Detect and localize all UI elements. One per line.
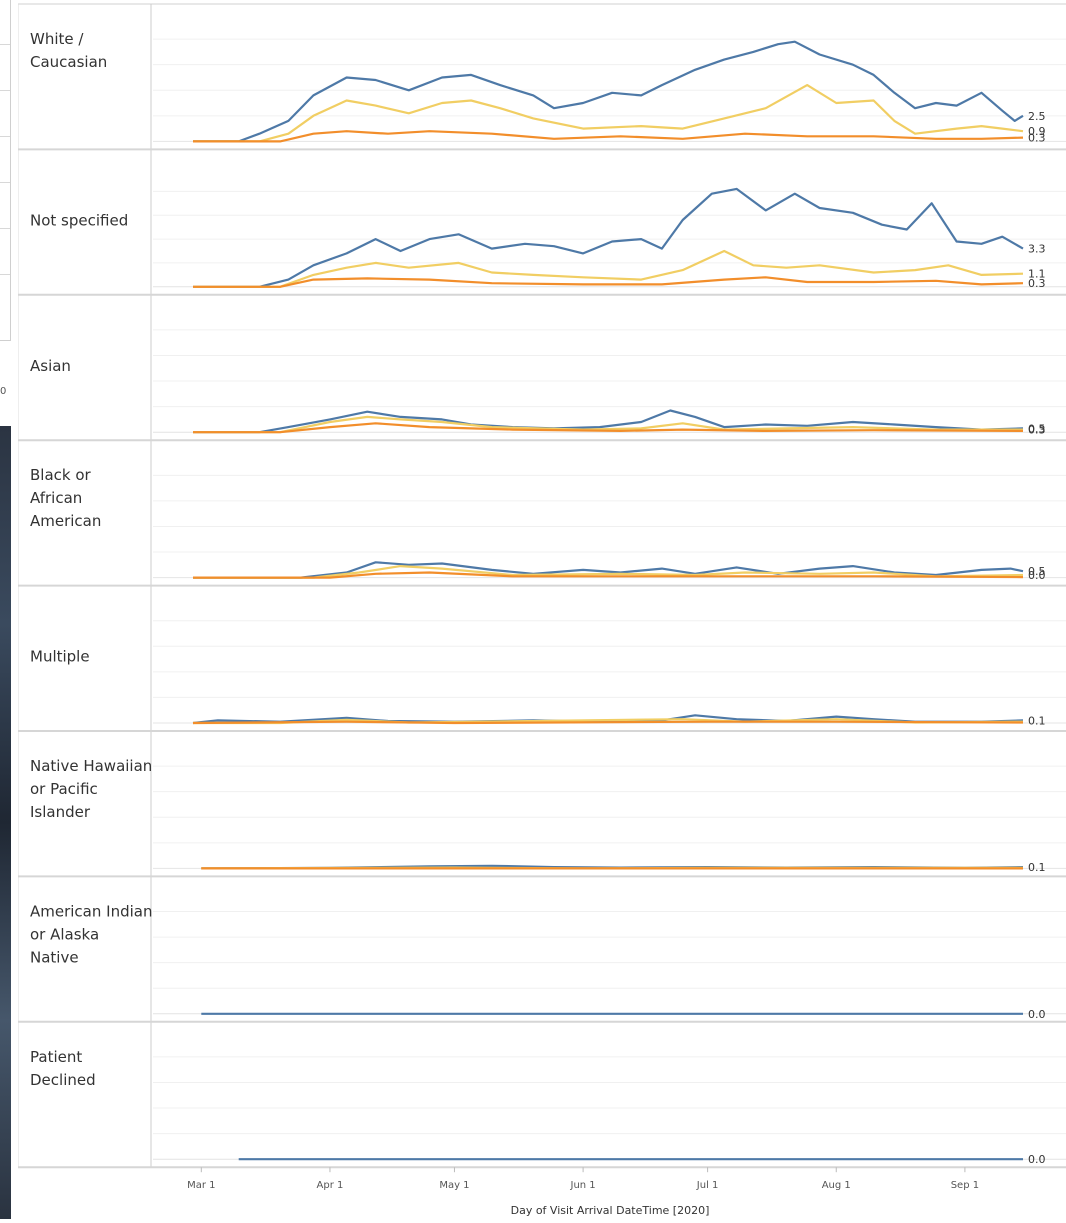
row-label: Patient Declined <box>30 1048 96 1089</box>
chart-area: White / Caucasian Not specified Asian Black … <box>17 0 1066 1219</box>
series-line <box>193 561 1024 579</box>
series-line <box>193 571 1024 579</box>
series-end-label: 0.5 <box>1028 565 1046 578</box>
row-label: Native Hawaiian or Pacific Islander <box>30 757 152 821</box>
race-small-multiples-chart: White / Caucasian Not specified Asian Black … <box>17 3 1066 1217</box>
x-tick-label: Aug 1 <box>822 1180 851 1191</box>
row-label-line: or Pacific <box>30 780 98 798</box>
x-tick-label: Apr 1 <box>317 1180 344 1191</box>
row-label-line: African <box>30 489 82 507</box>
row-label-line: White / <box>30 30 84 48</box>
series-end-label: 0.9 <box>1028 125 1046 138</box>
series-end-label: 0.5 <box>1028 422 1046 435</box>
row-label: American Indian or Alaska Native <box>30 902 152 966</box>
x-tick-label: Jul 1 <box>696 1180 719 1191</box>
row-label: White / Caucasian <box>30 30 107 71</box>
series-end-label: 0.0 <box>1028 569 1046 582</box>
row-label-line: Black or <box>30 466 92 484</box>
row-label-line: American Indian <box>30 902 152 920</box>
side-panel-table <box>0 0 11 341</box>
row-label-line: Native <box>30 948 79 966</box>
row-label: Not specified <box>30 211 128 229</box>
series-line <box>193 409 1024 434</box>
x-tick-label: Jun 1 <box>570 1180 596 1191</box>
x-axis-title: Day of Visit Arrival DateTime [2020] <box>511 1204 710 1217</box>
row-label-line: American <box>30 512 101 530</box>
row-label-line: Multiple <box>30 648 90 666</box>
row-label-layer: White / Caucasian Not specified Asian Black … <box>30 30 152 1089</box>
series-end-label: 0.0 <box>1028 1008 1046 1021</box>
series-line <box>193 249 1024 288</box>
x-tick-label: Mar 1 <box>187 1180 215 1191</box>
series-line <box>193 83 1024 143</box>
row-label-line: Caucasian <box>30 53 107 71</box>
series-line <box>193 187 1024 288</box>
side-panel-fragment: 0 <box>0 386 7 397</box>
row-label-line: Asian <box>30 357 71 375</box>
series-end-label: 0.1 <box>1028 861 1046 874</box>
series-line <box>193 564 1024 579</box>
row-label-line: Islander <box>30 803 91 821</box>
x-axis: Mar 1 Apr 1 May 1 Jun 1 Jul 1 Aug 1 Sep 1 <box>187 1167 979 1191</box>
row-label: Asian <box>30 357 71 375</box>
series-line <box>193 130 1024 143</box>
series-line <box>193 40 1024 143</box>
row-label: Multiple <box>30 648 90 666</box>
row-label-line: or Alaska <box>30 925 99 943</box>
series-end-label: 0.3 <box>1028 277 1046 290</box>
series-end-label: 0.1 <box>1028 714 1046 727</box>
series-end-label: 2.5 <box>1028 110 1046 123</box>
series-end-label: 0.0 <box>1028 1153 1046 1166</box>
series-line <box>193 422 1024 434</box>
row-label: Black or African American <box>30 466 101 530</box>
row-label-line: Declined <box>30 1071 96 1089</box>
series-end-label: 0.3 <box>1028 132 1046 145</box>
series-end-label: 1.1 <box>1028 268 1046 281</box>
x-tick-label: May 1 <box>439 1180 469 1191</box>
series-layer <box>192 40 1024 1161</box>
series-line <box>192 720 1024 725</box>
side-panel: 0 <box>0 0 13 1219</box>
end-label-layer: 2.50.90.33.31.10.30.50.30.50.00.10.10.00… <box>1028 110 1046 1166</box>
x-tick-label: Sep 1 <box>951 1180 979 1191</box>
row-label-line: Not specified <box>30 211 128 229</box>
side-panel-image <box>0 426 11 1219</box>
series-line <box>193 276 1024 288</box>
series-end-label: 0.3 <box>1028 424 1046 437</box>
row-label-line: Native Hawaiian <box>30 757 152 775</box>
series-end-label: 3.3 <box>1028 243 1046 256</box>
row-label-line: Patient <box>30 1048 82 1066</box>
grid-layer <box>17 3 1066 1169</box>
